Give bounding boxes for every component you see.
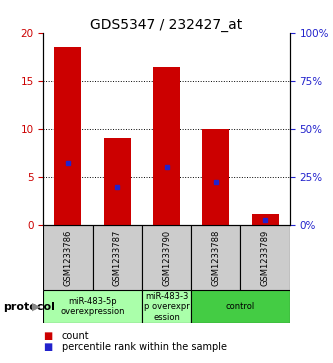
Bar [153,67,180,225]
Text: GSM1233786: GSM1233786 [63,229,73,286]
Bar [202,129,229,225]
Bar [104,138,131,225]
Text: ■: ■ [43,342,53,352]
Text: GSM1233787: GSM1233787 [113,229,122,286]
Text: control: control [226,302,255,311]
Text: protocol: protocol [3,302,55,312]
Text: ▶: ▶ [32,302,40,312]
Text: miR-483-5p
overexpression: miR-483-5p overexpression [60,297,125,317]
Text: ■: ■ [43,331,53,341]
Bar [54,47,82,225]
Text: GSM1233788: GSM1233788 [211,229,220,286]
Text: GSM1233789: GSM1233789 [260,230,270,286]
Bar [142,290,191,323]
Bar [43,225,93,290]
Bar [191,225,240,290]
Bar [240,225,290,290]
Bar [191,290,290,323]
Bar [251,215,279,225]
Text: GSM1233790: GSM1233790 [162,230,171,286]
Text: miR-483-3
p overexpr
ession: miR-483-3 p overexpr ession [144,292,189,322]
Bar [43,290,142,323]
Text: percentile rank within the sample: percentile rank within the sample [62,342,226,352]
Bar [142,225,191,290]
Bar [93,225,142,290]
Text: count: count [62,331,89,341]
Title: GDS5347 / 232427_at: GDS5347 / 232427_at [90,18,243,32]
